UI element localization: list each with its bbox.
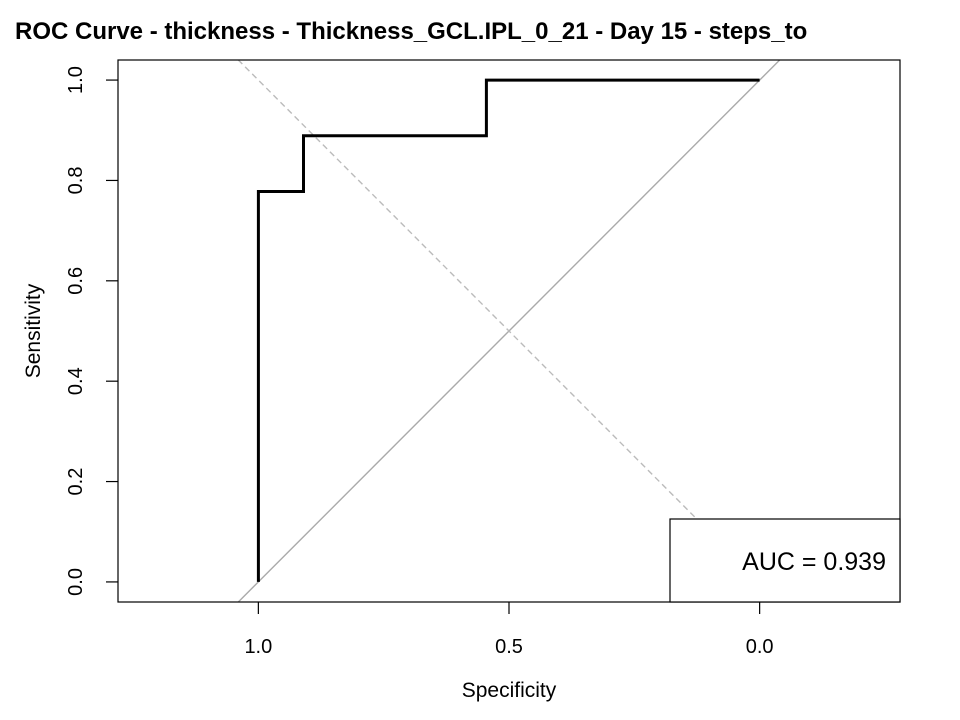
x-tick-label: 0.5 [495, 636, 523, 658]
y-tick-label: 0.8 [65, 167, 87, 195]
chart-title: ROC Curve - thickness - Thickness_GCL.IP… [15, 18, 807, 45]
y-tick-label: 0.4 [65, 367, 87, 395]
legend-frame [669, 518, 901, 603]
y-axis: 0.0 0.2 0.4 0.6 0.8 1.0 [65, 66, 118, 596]
roc-curve-line [256, 78, 760, 582]
legend-auc-text: AUC = 0.939 [742, 548, 886, 576]
y-axis-label: Sensitivity [22, 283, 45, 378]
y-tick-label: 0.6 [65, 267, 87, 295]
y-tick-label: 1.0 [65, 66, 87, 94]
legend-box: AUC = 0.939 [669, 518, 901, 603]
x-tick-label: 1.0 [244, 636, 272, 658]
y-tick-label: 0.0 [65, 568, 87, 596]
x-axis: 1.0 0.5 0.0 [244, 602, 774, 658]
x-axis-label: Specificity [462, 679, 557, 702]
series-layer [256, 78, 760, 582]
x-tick-label: 0.0 [746, 636, 774, 658]
y-tick-label: 0.2 [65, 468, 87, 496]
